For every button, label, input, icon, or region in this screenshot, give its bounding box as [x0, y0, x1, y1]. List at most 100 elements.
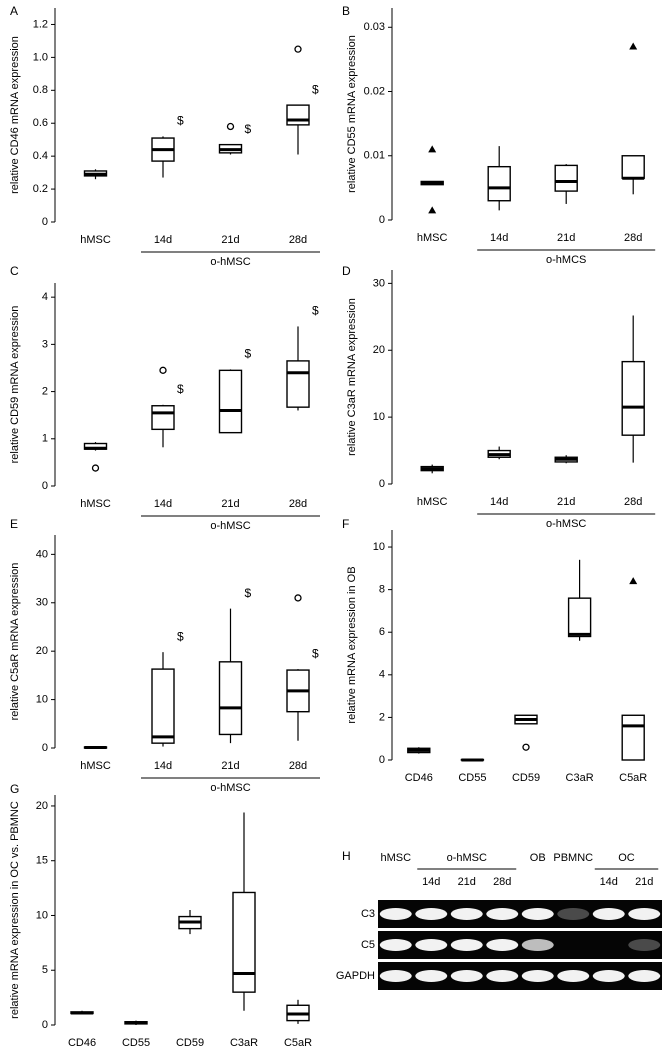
band	[486, 970, 519, 982]
band	[415, 908, 448, 920]
outlier	[428, 206, 437, 214]
band	[486, 939, 519, 951]
group-label: OC	[618, 852, 635, 864]
band	[628, 939, 661, 951]
x-tick-label: CD46	[68, 1037, 96, 1049]
band	[521, 939, 554, 951]
y-tick-label: 0	[42, 1019, 48, 1031]
significance-note: $	[245, 586, 252, 600]
y-tick-label: 0	[379, 214, 385, 226]
outlier	[226, 122, 235, 131]
outlier	[522, 743, 530, 751]
box	[232, 891, 256, 993]
outlier	[629, 42, 638, 50]
y-tick-label: 5	[42, 964, 48, 976]
y-axis-label: relative CD55 mRNA expression	[346, 35, 358, 193]
band	[450, 970, 483, 982]
box	[151, 668, 175, 744]
x-tick-label: 21d	[221, 760, 239, 772]
band	[450, 939, 483, 951]
band	[415, 970, 448, 982]
box	[621, 360, 645, 436]
band	[450, 908, 483, 920]
outlier	[629, 577, 638, 585]
x-tick-label: 14d	[490, 496, 508, 508]
row-label: C3	[361, 908, 375, 920]
x-tick-label: C5aR	[284, 1037, 312, 1049]
x-tick-label: C5aR	[619, 772, 647, 784]
y-axis-label: relative mRNA expression in OB	[346, 566, 358, 723]
outlier	[91, 464, 100, 472]
x-tick-label: hMSC	[80, 234, 111, 246]
group-label: o-hMSC	[546, 518, 586, 530]
row-label: C5	[361, 939, 375, 951]
x-tick-label: 28d	[624, 496, 642, 508]
significance-note: $	[312, 82, 319, 96]
y-tick-label: 30	[36, 597, 48, 609]
y-tick-label: 0	[379, 754, 385, 766]
box	[621, 714, 645, 761]
y-tick-label: 0.01	[364, 150, 385, 162]
band	[521, 970, 554, 982]
y-tick-label: 0.8	[33, 84, 48, 96]
x-tick-label: 14d	[154, 498, 172, 510]
band	[379, 939, 412, 951]
x-tick-label: CD55	[458, 772, 486, 784]
y-axis-label: relative CD46 mRNA expression	[9, 36, 21, 194]
band	[557, 970, 590, 982]
lane-label: hMSC	[380, 852, 411, 864]
outlier	[159, 366, 167, 374]
panel-label: A	[10, 4, 18, 18]
y-tick-label: 8	[379, 584, 385, 596]
y-axis-label: relative CD59 mRNA expression	[9, 306, 21, 464]
y-tick-label: 10	[36, 909, 48, 921]
band	[592, 970, 625, 982]
box	[286, 104, 310, 126]
box	[286, 360, 310, 408]
y-axis-label: relative C5aR mRNA expression	[9, 563, 21, 721]
lane-label: 14d	[600, 876, 618, 888]
group-label: o-hMSC	[210, 520, 250, 532]
x-tick-label: 28d	[289, 234, 307, 246]
y-tick-label: 4	[42, 291, 48, 303]
significance-note: $	[245, 347, 252, 361]
box	[218, 369, 243, 434]
band	[415, 939, 448, 951]
panel-label: D	[342, 264, 351, 278]
y-tick-label: 1.2	[33, 18, 48, 30]
x-tick-label: 28d	[289, 760, 307, 772]
lane-label: 14d	[422, 876, 440, 888]
y-tick-label: 0.2	[33, 183, 48, 195]
x-tick-label: 14d	[154, 234, 172, 246]
y-tick-label: 3	[42, 338, 48, 350]
y-axis-label: relative C3aR mRNA expression	[346, 298, 358, 456]
y-tick-label: 0.4	[33, 150, 48, 162]
y-tick-label: 0	[42, 742, 48, 754]
lane-label: 28d	[493, 876, 511, 888]
y-tick-label: 0.02	[364, 85, 385, 97]
x-tick-label: CD59	[512, 772, 540, 784]
x-tick-label: C3aR	[230, 1037, 258, 1049]
row-label: GAPDH	[336, 970, 375, 982]
x-tick-label: 14d	[490, 232, 508, 244]
outlier	[294, 45, 302, 53]
group-label: o-hMCS	[546, 254, 586, 266]
box	[554, 164, 578, 192]
y-tick-label: 0	[379, 478, 385, 490]
x-tick-label: hMSC	[80, 498, 111, 510]
box	[218, 661, 243, 736]
group-label: o-hMSC	[210, 256, 250, 268]
band	[486, 908, 519, 920]
box	[621, 155, 645, 179]
y-tick-label: 0	[42, 480, 48, 492]
x-tick-label: 21d	[221, 498, 239, 510]
significance-note: $	[312, 304, 319, 318]
box	[487, 165, 511, 202]
significance-note: $	[177, 629, 184, 643]
lane-label: 21d	[458, 876, 476, 888]
outlier	[294, 594, 302, 602]
y-tick-label: 10	[373, 411, 385, 423]
panel-label: H	[342, 849, 351, 863]
panel-label: F	[342, 517, 349, 531]
